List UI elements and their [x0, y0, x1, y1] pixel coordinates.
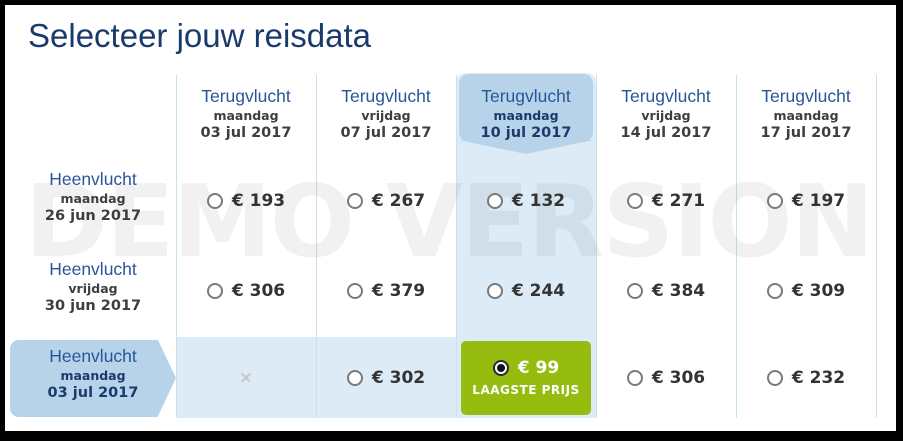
radio-unselected[interactable] [766, 283, 783, 299]
column-divider [876, 75, 877, 418]
price-cell[interactable]: € 306 [176, 245, 316, 337]
radio-unselected[interactable] [486, 193, 503, 209]
row-header-label: Heenvlucht [49, 259, 137, 279]
radio-unselected[interactable] [486, 283, 503, 299]
price-value: € 267 [371, 191, 426, 211]
row-header-label: Heenvlucht [49, 345, 137, 366]
row-header-outbound-2[interactable]: Heenvlucht vrijdag 30 jun 2017 [10, 245, 176, 337]
price-cell[interactable]: € 306 [596, 337, 736, 418]
price-cell[interactable]: € 244 [456, 245, 596, 337]
price-cell[interactable]: € 309 [736, 245, 876, 337]
price-value: € 99 [517, 358, 560, 378]
price-value: € 197 [791, 191, 846, 211]
price-cell[interactable]: € 132 [456, 157, 596, 245]
matrix-corner [10, 73, 176, 157]
column-divider [176, 75, 177, 418]
price-cell[interactable]: € 193 [176, 157, 316, 245]
price-value: € 302 [371, 367, 426, 388]
column-header-day: maandag [493, 108, 559, 123]
column-header-label: Terugvlucht [201, 86, 291, 106]
radio-unselected[interactable] [766, 193, 783, 209]
price-cell[interactable]: € 267 [316, 157, 456, 245]
column-divider [596, 75, 597, 418]
column-divider [456, 75, 457, 418]
row-header-label: Heenvlucht [49, 169, 137, 189]
row-header-outbound-1[interactable]: Heenvlucht maandag 26 jun 2017 [10, 157, 176, 245]
column-divider [736, 75, 737, 418]
column-header-date: 10 jul 2017 [480, 125, 572, 141]
radio-selected[interactable] [492, 360, 509, 376]
date-matrix: Terugvlucht maandag 03 jul 2017 Terugvlucht… [10, 73, 876, 418]
column-header-return-5[interactable]: Terugvlucht maandag 17 jul 2017 [736, 73, 876, 157]
price-value: € 384 [651, 281, 706, 301]
selected-column-chevron-down [459, 140, 593, 154]
selected-row-arrow-right [158, 340, 176, 416]
unavailable-cell: × [176, 337, 316, 418]
column-header-day: vrijdag [641, 108, 691, 123]
demo-watermark: DEMO VERSION [25, 163, 874, 280]
price-cell[interactable]: € 271 [596, 157, 736, 245]
price-cell[interactable]: € 232 [736, 337, 876, 418]
row-header-day: maandag [60, 367, 126, 383]
price-value: € 379 [371, 281, 426, 301]
price-value: € 132 [511, 191, 566, 211]
price-value: € 193 [231, 191, 286, 211]
price-value: € 309 [791, 281, 846, 301]
column-header-return-1[interactable]: Terugvlucht maandag 03 jul 2017 [176, 73, 316, 157]
radio-unselected[interactable] [626, 369, 643, 386]
row-header-day: vrijdag [68, 281, 118, 296]
radio-unselected[interactable] [626, 283, 643, 299]
radio-unselected[interactable] [766, 369, 783, 386]
radio-unselected[interactable] [346, 193, 363, 209]
column-header-return-3[interactable]: Terugvlucht maandag 10 jul 2017 [456, 73, 596, 157]
column-header-label: Terugvlucht [621, 86, 711, 106]
radio-unselected[interactable] [346, 283, 363, 299]
selected-row-header-highlight [10, 340, 158, 417]
column-header-date: 07 jul 2017 [340, 125, 432, 141]
radio-unselected[interactable] [346, 369, 363, 386]
radio-unselected[interactable] [626, 193, 643, 209]
radio-unselected[interactable] [206, 283, 223, 299]
row-header-date: 03 jul 2017 [47, 384, 139, 401]
price-value: € 306 [651, 367, 706, 388]
price-value: € 232 [791, 367, 846, 388]
selected-column-header-highlight [459, 74, 593, 142]
column-header-day: vrijdag [361, 108, 411, 123]
column-header-return-2[interactable]: Terugvlucht vrijdag 07 jul 2017 [316, 73, 456, 157]
column-header-day: maandag [773, 108, 839, 123]
row-header-date: 30 jun 2017 [44, 298, 142, 314]
column-header-date: 03 jul 2017 [200, 125, 292, 141]
price-cell[interactable]: € 197 [736, 157, 876, 245]
lowest-price-cell[interactable]: € 99 LAAGSTE PRIJS [461, 340, 591, 415]
row-header-date: 26 jun 2017 [44, 208, 142, 224]
lowest-price-badge: LAAGSTE PRIJS [472, 383, 580, 397]
selected-price-cell-wrap: € 99 LAAGSTE PRIJS [456, 337, 596, 418]
row-header-day: maandag [60, 191, 126, 206]
column-header-date: 14 jul 2017 [620, 125, 712, 141]
price-cell[interactable]: € 379 [316, 245, 456, 337]
column-header-label: Terugvlucht [481, 86, 571, 106]
price-value: € 244 [511, 281, 566, 301]
radio-unselected[interactable] [206, 193, 223, 209]
column-header-day: maandag [213, 108, 279, 123]
column-header-return-4[interactable]: Terugvlucht vrijdag 14 jul 2017 [596, 73, 736, 157]
column-divider [316, 75, 317, 418]
price-cell[interactable]: € 302 [316, 337, 456, 418]
column-header-label: Terugvlucht [761, 86, 851, 106]
column-header-date: 17 jul 2017 [760, 125, 852, 141]
column-header-label: Terugvlucht [341, 86, 431, 106]
price-cell[interactable]: € 384 [596, 245, 736, 337]
row-header-outbound-3[interactable]: Heenvlucht maandag 03 jul 2017 [10, 337, 176, 418]
selected-price-line: € 99 [492, 358, 560, 378]
page-title: Selecteer jouw reisdata [28, 17, 372, 54]
unavailable-icon: × [238, 367, 254, 388]
price-value: € 306 [231, 281, 286, 301]
price-value: € 271 [651, 191, 706, 211]
